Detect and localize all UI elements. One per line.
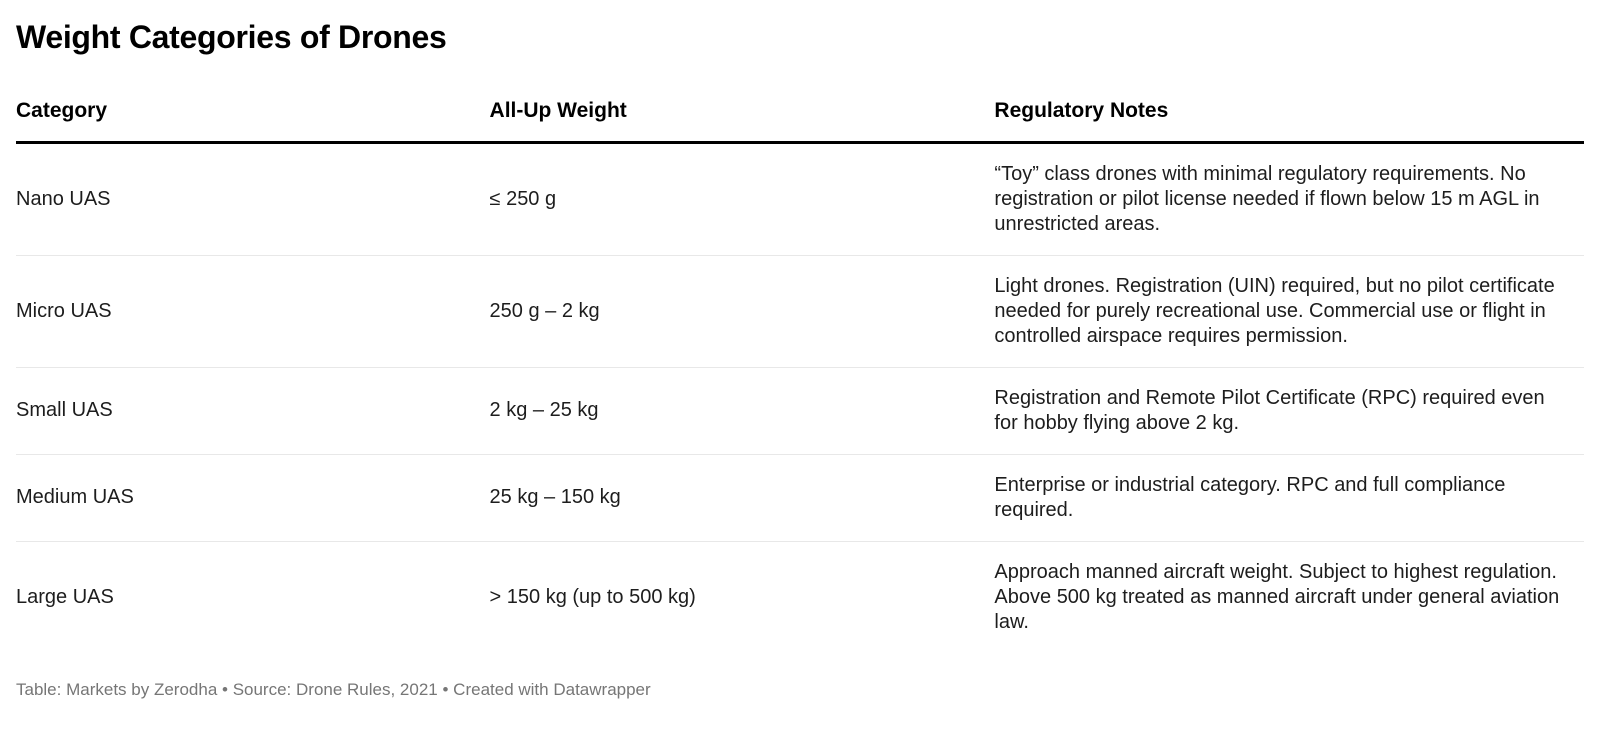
cell-category: Large UAS <box>16 540 490 653</box>
weight-categories-table: Category All-Up Weight Regulatory Notes … <box>16 86 1584 653</box>
column-header-regulatory-notes: Regulatory Notes <box>994 86 1584 144</box>
cell-weight: 25 kg – 150 kg <box>489 453 995 542</box>
column-header-category: Category <box>16 86 490 144</box>
cell-notes: Light drones. Registration (UIN) require… <box>994 254 1584 368</box>
datawrapper-link[interactable]: Datawrapper <box>553 679 651 699</box>
table-row: Small UAS 2 kg – 25 kg Registration and … <box>16 366 1584 455</box>
attribution-footer: Table: Markets by Zerodha • Source: Dron… <box>16 679 1584 701</box>
column-header-all-up-weight: All-Up Weight <box>489 86 995 144</box>
cell-weight: ≤ 250 g <box>489 187 557 210</box>
cell-category: Medium UAS <box>16 453 490 542</box>
footer-source-label: Source: <box>232 679 296 699</box>
footer-separator: • <box>437 679 454 699</box>
table-row: Nano UAS ≤ 250 g “Toy” class drones with… <box>16 142 1584 255</box>
cell-category: Nano UAS <box>16 187 111 210</box>
footer-table-label: Table: <box>16 679 67 699</box>
cell-weight: > 150 kg (up to 500 kg) <box>489 540 995 653</box>
cell-notes: “Toy” class drones with minimal regulato… <box>994 162 1540 235</box>
cell-category: Micro UAS <box>16 254 490 368</box>
cell-weight: 2 kg – 25 kg <box>489 366 995 455</box>
byline-link[interactable]: Markets by Zerodha <box>66 679 218 699</box>
page-title: Weight Categories of Drones <box>16 19 447 55</box>
cell-notes: Approach manned aircraft weight. Subject… <box>994 540 1584 653</box>
table-row: Large UAS > 150 kg (up to 500 kg) Approa… <box>16 540 1584 653</box>
cell-category: Small UAS <box>16 366 490 455</box>
table-header-row: Category All-Up Weight Regulatory Notes <box>16 86 1584 144</box>
cell-notes: Registration and Remote Pilot Certificat… <box>994 366 1584 455</box>
footer-separator: • <box>217 679 233 699</box>
footer-created-label: Created with <box>453 679 554 699</box>
source-link[interactable]: Drone Rules, 2021 <box>296 679 438 699</box>
cell-weight: 250 g – 2 kg <box>489 254 995 368</box>
table-row: Micro UAS 250 g – 2 kg Light drones. Reg… <box>16 254 1584 368</box>
cell-notes: Enterprise or industrial category. RPC a… <box>994 453 1584 542</box>
table-row: Medium UAS 25 kg – 150 kg Enterprise or … <box>16 453 1584 542</box>
